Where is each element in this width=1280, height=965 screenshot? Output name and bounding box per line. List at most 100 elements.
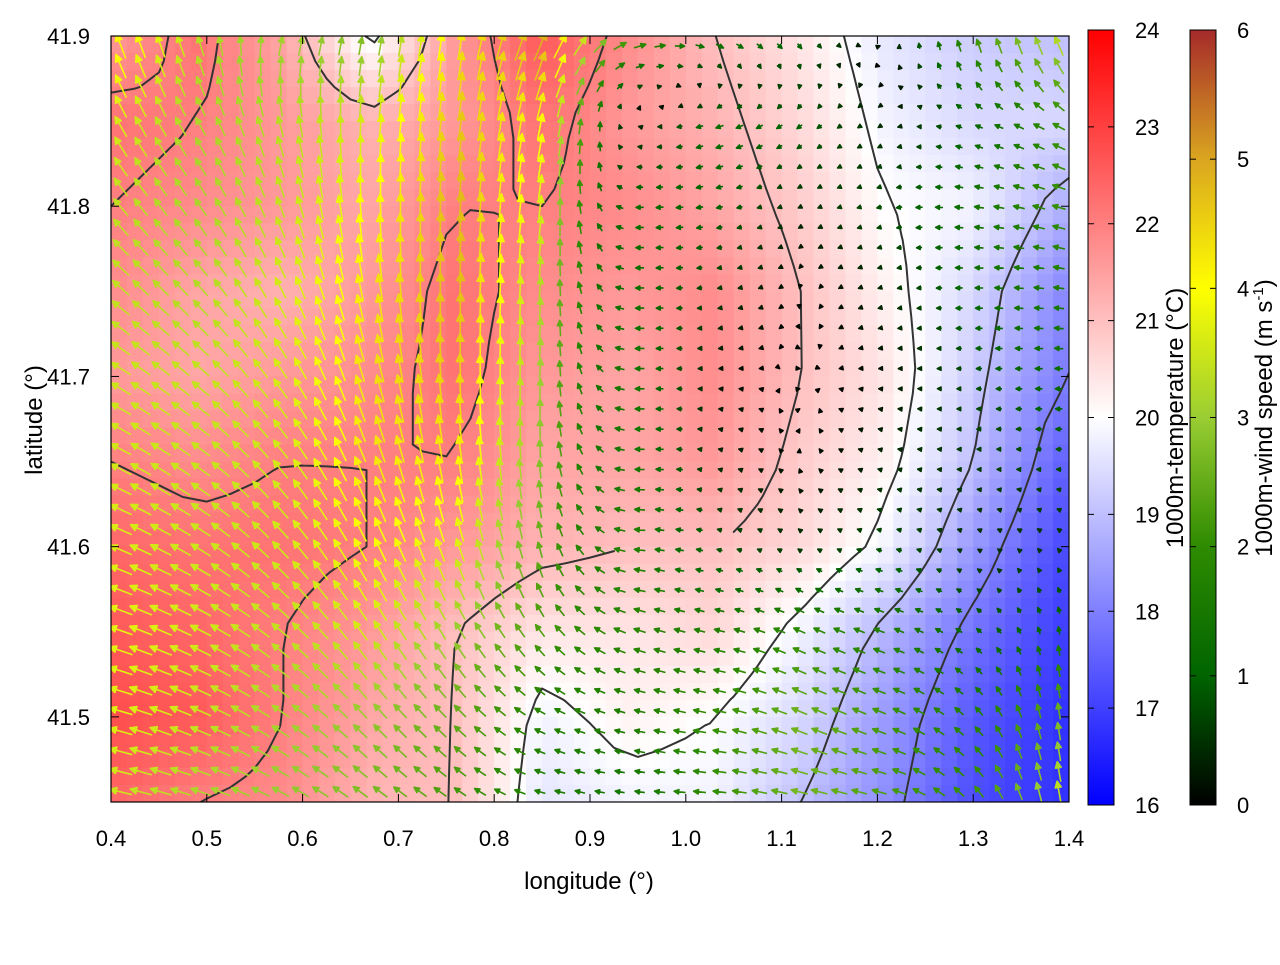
- heatmap-cell: [542, 291, 559, 309]
- wind-arrow: [796, 164, 803, 170]
- heatmap-cell: [797, 733, 815, 752]
- heatmap-cell: [973, 546, 990, 565]
- heatmap-cell: [845, 410, 863, 429]
- wind-arrow: [314, 356, 327, 381]
- heatmap-cell: [238, 155, 256, 173]
- wind-arrow: [596, 304, 604, 313]
- wind-arrow: [837, 508, 843, 513]
- x-tick-label: 0.7: [383, 826, 414, 851]
- heatmap-cell: [1037, 325, 1054, 343]
- wind-arrow: [1012, 184, 1025, 190]
- heatmap-cell: [781, 206, 799, 224]
- wind-arrow: [993, 224, 1005, 231]
- wind-arrow: [231, 501, 250, 518]
- wind-arrow: [655, 406, 664, 412]
- heatmap-cell: [685, 325, 703, 343]
- heatmap-cell: [542, 461, 559, 480]
- heatmap-cell: [382, 291, 399, 309]
- heatmap-cell: [542, 631, 559, 650]
- heatmap-cell: [542, 427, 559, 446]
- heatmap-cell: [669, 427, 687, 446]
- wind-arrow: [433, 786, 447, 797]
- wind-arrow: [353, 579, 368, 602]
- heatmap-cell: [685, 257, 703, 275]
- heatmap-cell: [765, 257, 783, 275]
- heatmap-cell: [1037, 342, 1054, 360]
- heatmap-cell: [829, 512, 847, 531]
- wind-arrow: [477, 91, 486, 122]
- heatmap-cell: [941, 223, 958, 241]
- heatmap-cell: [893, 70, 910, 88]
- wind-arrow: [896, 507, 903, 513]
- wind-arrow: [956, 426, 962, 432]
- wind-arrow: [251, 786, 270, 798]
- heatmap-cell: [510, 427, 527, 446]
- heatmap-cell: [1005, 359, 1022, 377]
- wind-arrow: [597, 162, 603, 172]
- heatmap-cell: [861, 240, 878, 258]
- heatmap-cell: [238, 648, 256, 667]
- heatmap-cell: [318, 512, 336, 531]
- heatmap-cell: [1021, 580, 1038, 599]
- wind-arrow: [374, 496, 387, 523]
- heatmap-cell: [749, 529, 767, 548]
- wind-arrow: [210, 644, 231, 658]
- heatmap-cell: [717, 444, 735, 463]
- wind-arrow: [235, 116, 246, 137]
- heatmap-cell: [574, 172, 591, 190]
- heatmap-cell: [1053, 597, 1069, 616]
- wind-arrow: [233, 318, 249, 338]
- heatmap-cell: [765, 785, 783, 802]
- wind-arrow: [536, 439, 544, 459]
- heatmap-cell: [653, 308, 671, 326]
- wind-arrow: [436, 52, 446, 80]
- heatmap-cell: [318, 665, 336, 684]
- wind-arrow: [676, 325, 683, 331]
- heatmap-cell: [717, 206, 735, 224]
- heatmap-cell: [174, 223, 192, 241]
- wind-arrow: [692, 728, 707, 735]
- wind-arrow: [1052, 101, 1066, 112]
- heatmap-cell: [462, 444, 479, 463]
- heatmap-cell: [398, 682, 415, 701]
- wind-arrow: [636, 164, 643, 170]
- heatmap-cell: [478, 682, 495, 701]
- heatmap-cell: [637, 104, 655, 122]
- wind-arrow: [817, 204, 823, 209]
- wind-arrow: [933, 747, 945, 756]
- wind-arrow: [996, 568, 1003, 574]
- heatmap-cell: [781, 733, 799, 752]
- heatmap-cell: [382, 768, 399, 786]
- wind-arrow: [675, 164, 684, 170]
- heatmap-cell: [542, 512, 559, 531]
- wind-arrow: [536, 378, 544, 399]
- wind-arrow: [393, 703, 408, 719]
- wind-arrow: [954, 667, 964, 675]
- heatmap-cell: [813, 563, 831, 582]
- wind-arrow: [475, 580, 486, 600]
- heatmap-cell: [398, 240, 415, 258]
- heatmap-cell: [127, 733, 144, 752]
- heatmap-cell: [845, 206, 863, 224]
- wind-arrow: [1036, 606, 1042, 614]
- wind-arrow: [997, 548, 1003, 554]
- wind-arrow: [676, 466, 683, 472]
- wind-arrow: [974, 144, 984, 150]
- wind-arrow: [576, 321, 583, 335]
- heatmap-cell: [957, 631, 974, 650]
- wind-arrow: [916, 507, 923, 513]
- wind-arrow: [634, 466, 645, 473]
- heatmap-cell: [797, 70, 815, 88]
- wind-arrow: [731, 768, 747, 775]
- wind-arrow: [812, 647, 826, 655]
- wind-arrow: [993, 184, 1005, 190]
- heatmap-cell: [877, 597, 894, 616]
- wind-arrow: [676, 406, 683, 412]
- wind-arrow: [251, 602, 270, 619]
- heatmap-cell: [286, 648, 304, 667]
- wind-arrow: [956, 568, 963, 574]
- wind-arrow: [417, 36, 426, 58]
- heatmap-cell: [861, 512, 878, 531]
- heatmap-cell: [254, 274, 272, 292]
- heatmap-cell: [781, 478, 799, 497]
